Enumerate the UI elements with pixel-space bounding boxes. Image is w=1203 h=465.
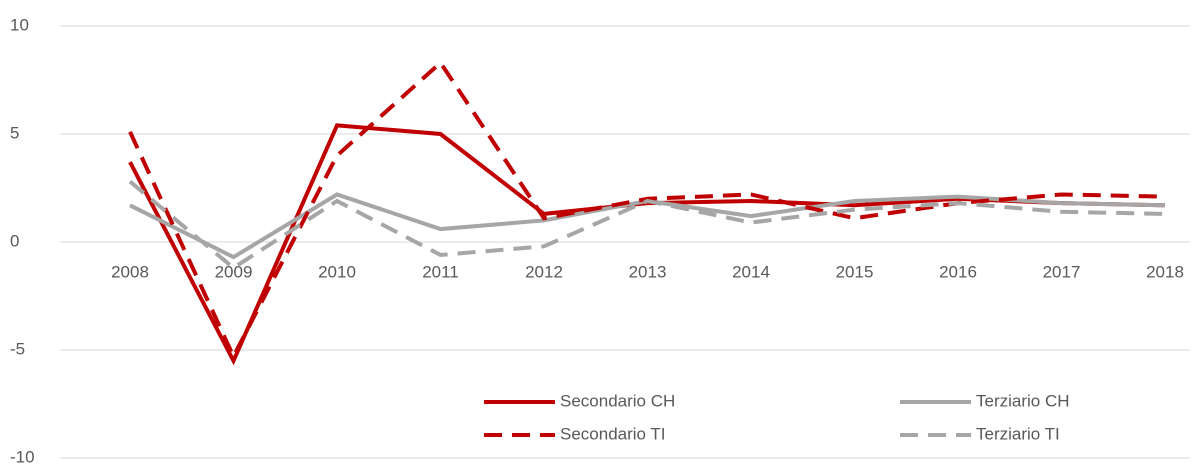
x-tick-label: 2011 <box>422 262 459 281</box>
x-tick-label: 2018 <box>1146 262 1184 281</box>
legend-label: Terziario CH <box>976 391 1070 410</box>
y-tick-label: 10 <box>10 15 29 34</box>
x-tick-label: 2017 <box>1043 262 1081 281</box>
y-tick-label: -5 <box>10 339 25 358</box>
x-tick-label: 2013 <box>629 262 667 281</box>
x-tick-label: 2009 <box>215 262 253 281</box>
x-tick-label: 2012 <box>525 262 563 281</box>
legend-label: Secondario CH <box>560 391 675 410</box>
legend-label: Terziario TI <box>976 424 1060 443</box>
x-tick-label: 2016 <box>939 262 977 281</box>
series-line <box>128 123 1166 366</box>
x-tick-label: 2014 <box>732 262 770 281</box>
legend-label: Secondario TI <box>560 424 666 443</box>
x-tick-label: 2010 <box>318 262 356 281</box>
y-tick-label: 0 <box>10 231 19 250</box>
series-line <box>128 59 1166 362</box>
x-tick-label: 2015 <box>836 262 874 281</box>
y-tick-label: -10 <box>10 447 35 465</box>
series-line <box>128 179 1166 271</box>
x-tick-label: 2008 <box>111 262 149 281</box>
y-tick-label: 5 <box>10 123 19 142</box>
